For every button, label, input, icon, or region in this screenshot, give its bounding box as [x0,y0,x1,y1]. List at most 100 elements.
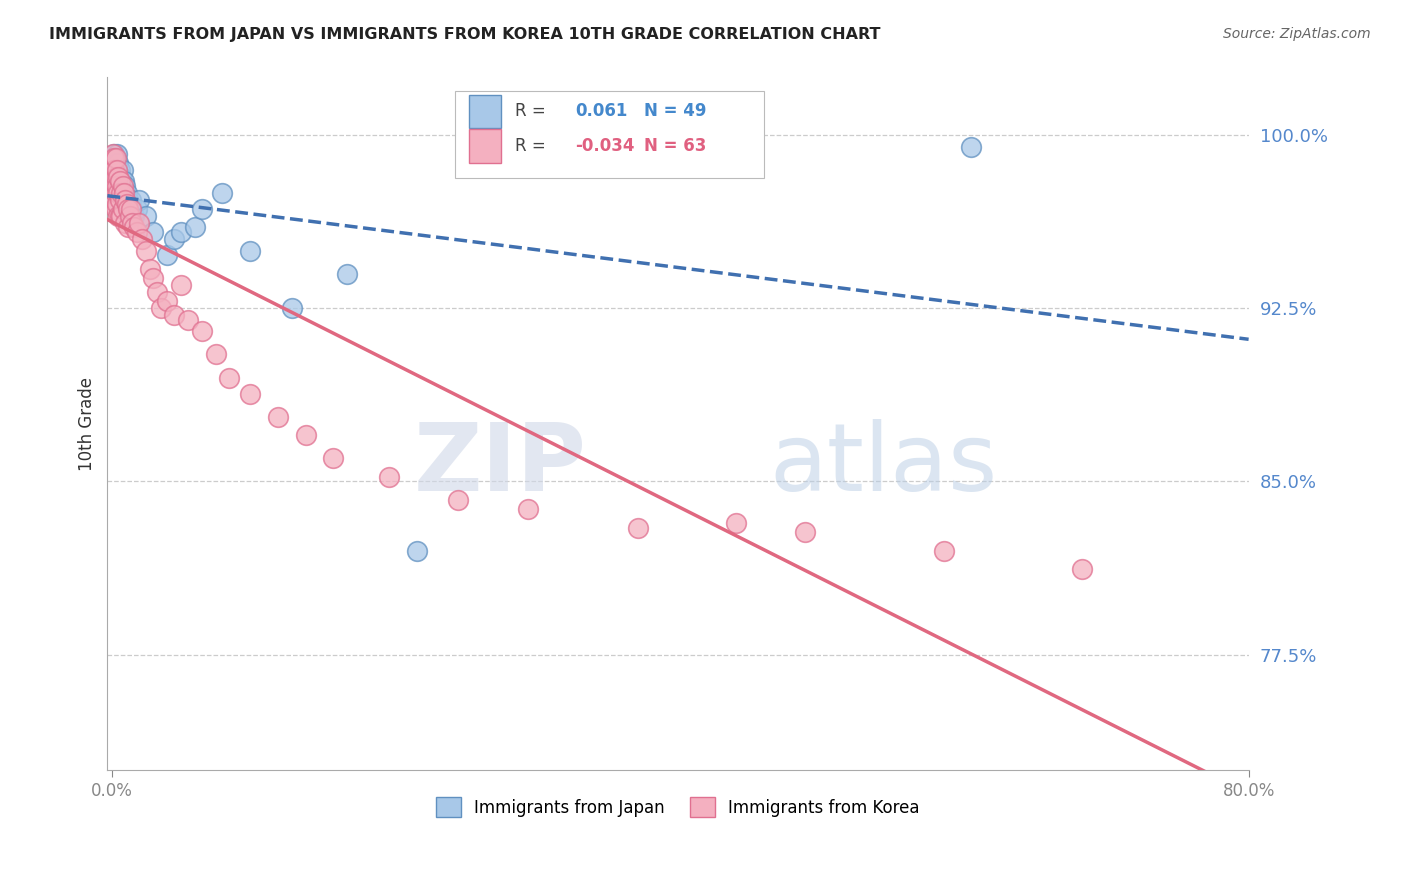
Point [121,216,143,230]
Point [142,225,165,239]
Point [104,186,127,200]
Point [104,178,127,193]
Point [190,324,212,338]
Point [103,169,125,184]
Point [120,193,142,207]
Text: R =: R = [515,137,546,155]
Point [627,520,650,534]
Point [105,146,128,161]
Point [204,347,226,361]
Point [101,146,124,161]
Point [105,169,128,184]
Point [122,220,145,235]
Point [118,209,141,223]
Point [156,294,179,309]
Point [101,162,124,177]
Point [110,186,132,200]
Point [322,451,344,466]
Point [111,178,134,193]
Point [114,216,136,230]
Point [101,186,124,200]
Point [239,386,262,401]
Point [516,502,538,516]
Point [108,162,131,177]
Point [105,156,128,170]
Point [115,186,138,200]
Text: atlas: atlas [769,419,997,511]
Point [122,209,145,223]
Point [121,202,143,216]
Point [267,409,290,424]
Point [110,169,132,184]
Point [115,197,138,211]
Point [107,186,129,200]
Point [177,313,200,327]
Point [107,209,129,223]
Point [163,232,186,246]
Point [447,492,470,507]
Point [111,202,134,216]
Point [101,178,124,193]
Point [103,146,125,161]
Bar [456,91,763,178]
Point [128,216,150,230]
Point [135,209,157,223]
Point [110,209,132,223]
Point [170,278,193,293]
Point [108,193,131,207]
Point [184,220,207,235]
Text: ZIP: ZIP [413,419,586,511]
Point [107,169,129,184]
Point [117,202,139,216]
Point [104,151,127,165]
Point [156,248,179,262]
Point [101,151,124,165]
Point [112,186,135,200]
Point [378,470,401,484]
Point [218,370,240,384]
Point [170,225,193,239]
Point [125,202,148,216]
Point [239,244,262,258]
Point [111,162,134,177]
Point [104,151,127,165]
Point [118,202,141,216]
Text: 0.061: 0.061 [575,103,627,120]
Point [101,162,124,177]
Point [117,193,139,207]
Point [101,178,124,193]
Point [103,178,125,193]
Point [101,162,124,177]
Point [108,174,131,188]
Point [294,428,316,442]
Point [211,186,233,200]
Point [104,169,127,184]
Point [108,174,131,188]
Text: R =: R = [515,103,546,120]
Point [103,162,125,177]
Point [1071,562,1094,576]
Point [107,186,129,200]
Text: N = 49: N = 49 [644,103,706,120]
Point [281,301,304,316]
Point [117,220,139,235]
Point [105,178,128,193]
Point [105,162,128,177]
Point [103,186,125,200]
Point [724,516,747,530]
Point [104,193,127,207]
Point [104,162,127,177]
Point [107,169,129,184]
Point [142,271,165,285]
Point [932,543,955,558]
Point [125,225,148,239]
Point [111,178,134,193]
Point [103,151,125,165]
Point [108,209,131,223]
Point [146,285,169,300]
Point [114,178,136,193]
Point [103,156,125,170]
Y-axis label: 10th Grade: 10th Grade [79,376,96,471]
Point [960,139,983,153]
Text: IMMIGRANTS FROM JAPAN VS IMMIGRANTS FROM KOREA 10TH GRADE CORRELATION CHART: IMMIGRANTS FROM JAPAN VS IMMIGRANTS FROM… [49,27,880,42]
